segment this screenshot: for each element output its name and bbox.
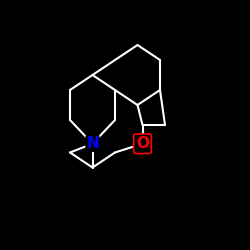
Text: O: O [136,136,149,151]
Text: N: N [86,136,99,151]
